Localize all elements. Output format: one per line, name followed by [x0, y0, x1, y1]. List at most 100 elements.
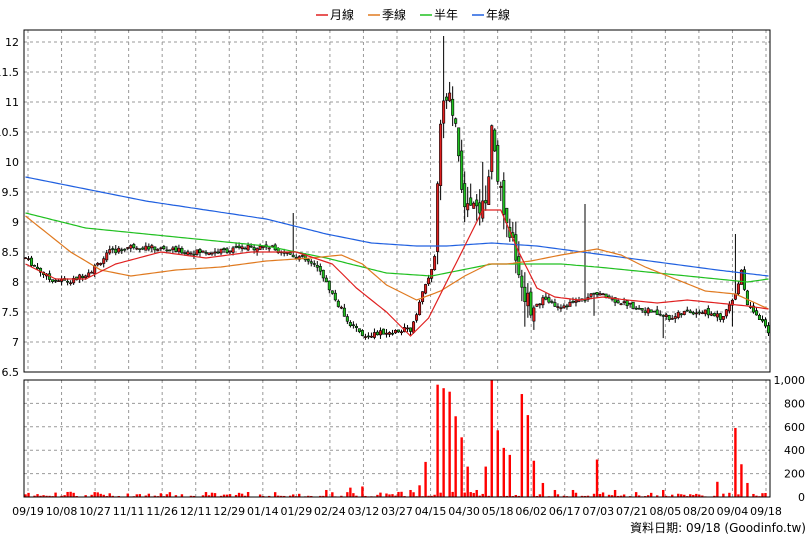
- date-tick-label: 09/04: [717, 505, 749, 518]
- candle: [87, 269, 91, 278]
- candle-body: [676, 312, 680, 318]
- candle-body: [589, 293, 593, 297]
- candle: [321, 269, 325, 282]
- candle: [679, 313, 683, 318]
- candle: [228, 250, 232, 255]
- candle-body: [418, 301, 422, 316]
- candle-body: [637, 307, 641, 310]
- candle-body: [261, 246, 265, 248]
- volume-bar: [574, 492, 578, 497]
- candle: [427, 274, 431, 286]
- candle: [700, 310, 704, 315]
- volume-bar: [646, 495, 650, 497]
- candle-body: [487, 176, 491, 205]
- volume-bar: [60, 495, 63, 497]
- candle: [129, 244, 133, 253]
- candle-body: [144, 245, 148, 251]
- candle-body: [721, 316, 725, 320]
- chart-legend: 月線 季線 半年 年線: [316, 7, 510, 22]
- volume-bar: [189, 495, 193, 497]
- candle: [366, 332, 370, 340]
- candle: [478, 189, 482, 226]
- candle-body: [96, 262, 100, 266]
- candle: [724, 308, 728, 319]
- volume-bar: [273, 492, 277, 497]
- volume-bar: [562, 495, 566, 497]
- candle-body: [640, 308, 644, 311]
- candle-body: [363, 336, 367, 338]
- volume-bar: [478, 495, 481, 497]
- candle-body: [646, 308, 650, 314]
- candle-body: [502, 180, 506, 215]
- volume-bar: [135, 494, 139, 497]
- volume-bar: [619, 495, 623, 497]
- candle-body: [412, 321, 416, 333]
- candle-body: [562, 305, 566, 309]
- candle-body: [174, 246, 178, 252]
- candle-body: [436, 183, 440, 252]
- candle: [69, 280, 73, 286]
- candle-body: [703, 309, 707, 315]
- candle-body: [219, 248, 223, 254]
- candle-body: [613, 297, 617, 303]
- volume-tick-label: 0: [798, 491, 805, 504]
- candle-body: [336, 300, 340, 307]
- candle: [159, 246, 163, 252]
- candle: [475, 194, 479, 221]
- volume-tick-label: 400: [784, 444, 805, 457]
- volume-bar: [325, 489, 328, 497]
- candle-body: [138, 248, 142, 251]
- date-tick-label: 06/17: [549, 505, 581, 518]
- candle-body: [466, 203, 470, 211]
- candle-body: [369, 335, 373, 338]
- candle: [390, 329, 394, 336]
- legend-label: 月線: [330, 7, 354, 22]
- candle-body: [105, 252, 109, 261]
- candle: [742, 266, 746, 291]
- volume-bar: [48, 495, 51, 497]
- candle-body: [147, 246, 151, 250]
- volume-bar: [111, 495, 114, 497]
- candle: [150, 243, 154, 252]
- candle-body: [243, 247, 247, 250]
- candle-body: [433, 256, 437, 271]
- volume-bar: [361, 486, 364, 497]
- price-tick-label: 12: [5, 36, 19, 49]
- date-tick-label: 09/18: [750, 505, 782, 518]
- candle: [153, 246, 157, 254]
- volume-bar: [427, 495, 430, 497]
- volume-bar: [553, 489, 557, 497]
- candle-body: [351, 324, 355, 327]
- volume-bar: [210, 492, 214, 497]
- candle: [667, 314, 671, 322]
- candle-body: [652, 310, 656, 313]
- candle: [757, 313, 761, 320]
- candle: [442, 36, 446, 139]
- legend-item: 年線: [472, 7, 510, 22]
- date-tick-label: 04/15: [415, 505, 447, 518]
- candle: [415, 312, 419, 323]
- candle-body: [517, 256, 521, 276]
- candle: [309, 259, 313, 267]
- candle: [571, 297, 575, 304]
- candle: [622, 297, 626, 306]
- volume-bar: [180, 494, 184, 497]
- volume-bar: [331, 492, 334, 497]
- volume-bar: [279, 495, 283, 497]
- candle-body: [204, 252, 208, 254]
- candle-body: [57, 280, 61, 282]
- volume-bar: [469, 492, 472, 497]
- candle-body: [538, 303, 542, 306]
- candle-body: [66, 281, 70, 283]
- candle: [454, 117, 458, 128]
- candle-body: [327, 280, 331, 291]
- volume-bars: [24, 380, 767, 497]
- ma-year-line: [25, 176, 769, 277]
- price-tick-label: 9: [12, 216, 19, 229]
- candle-body: [183, 252, 187, 255]
- candle: [439, 119, 443, 201]
- candle-body: [400, 331, 404, 334]
- candle: [703, 309, 707, 317]
- date-tick-label: 10/08: [46, 505, 78, 518]
- candle: [460, 139, 464, 193]
